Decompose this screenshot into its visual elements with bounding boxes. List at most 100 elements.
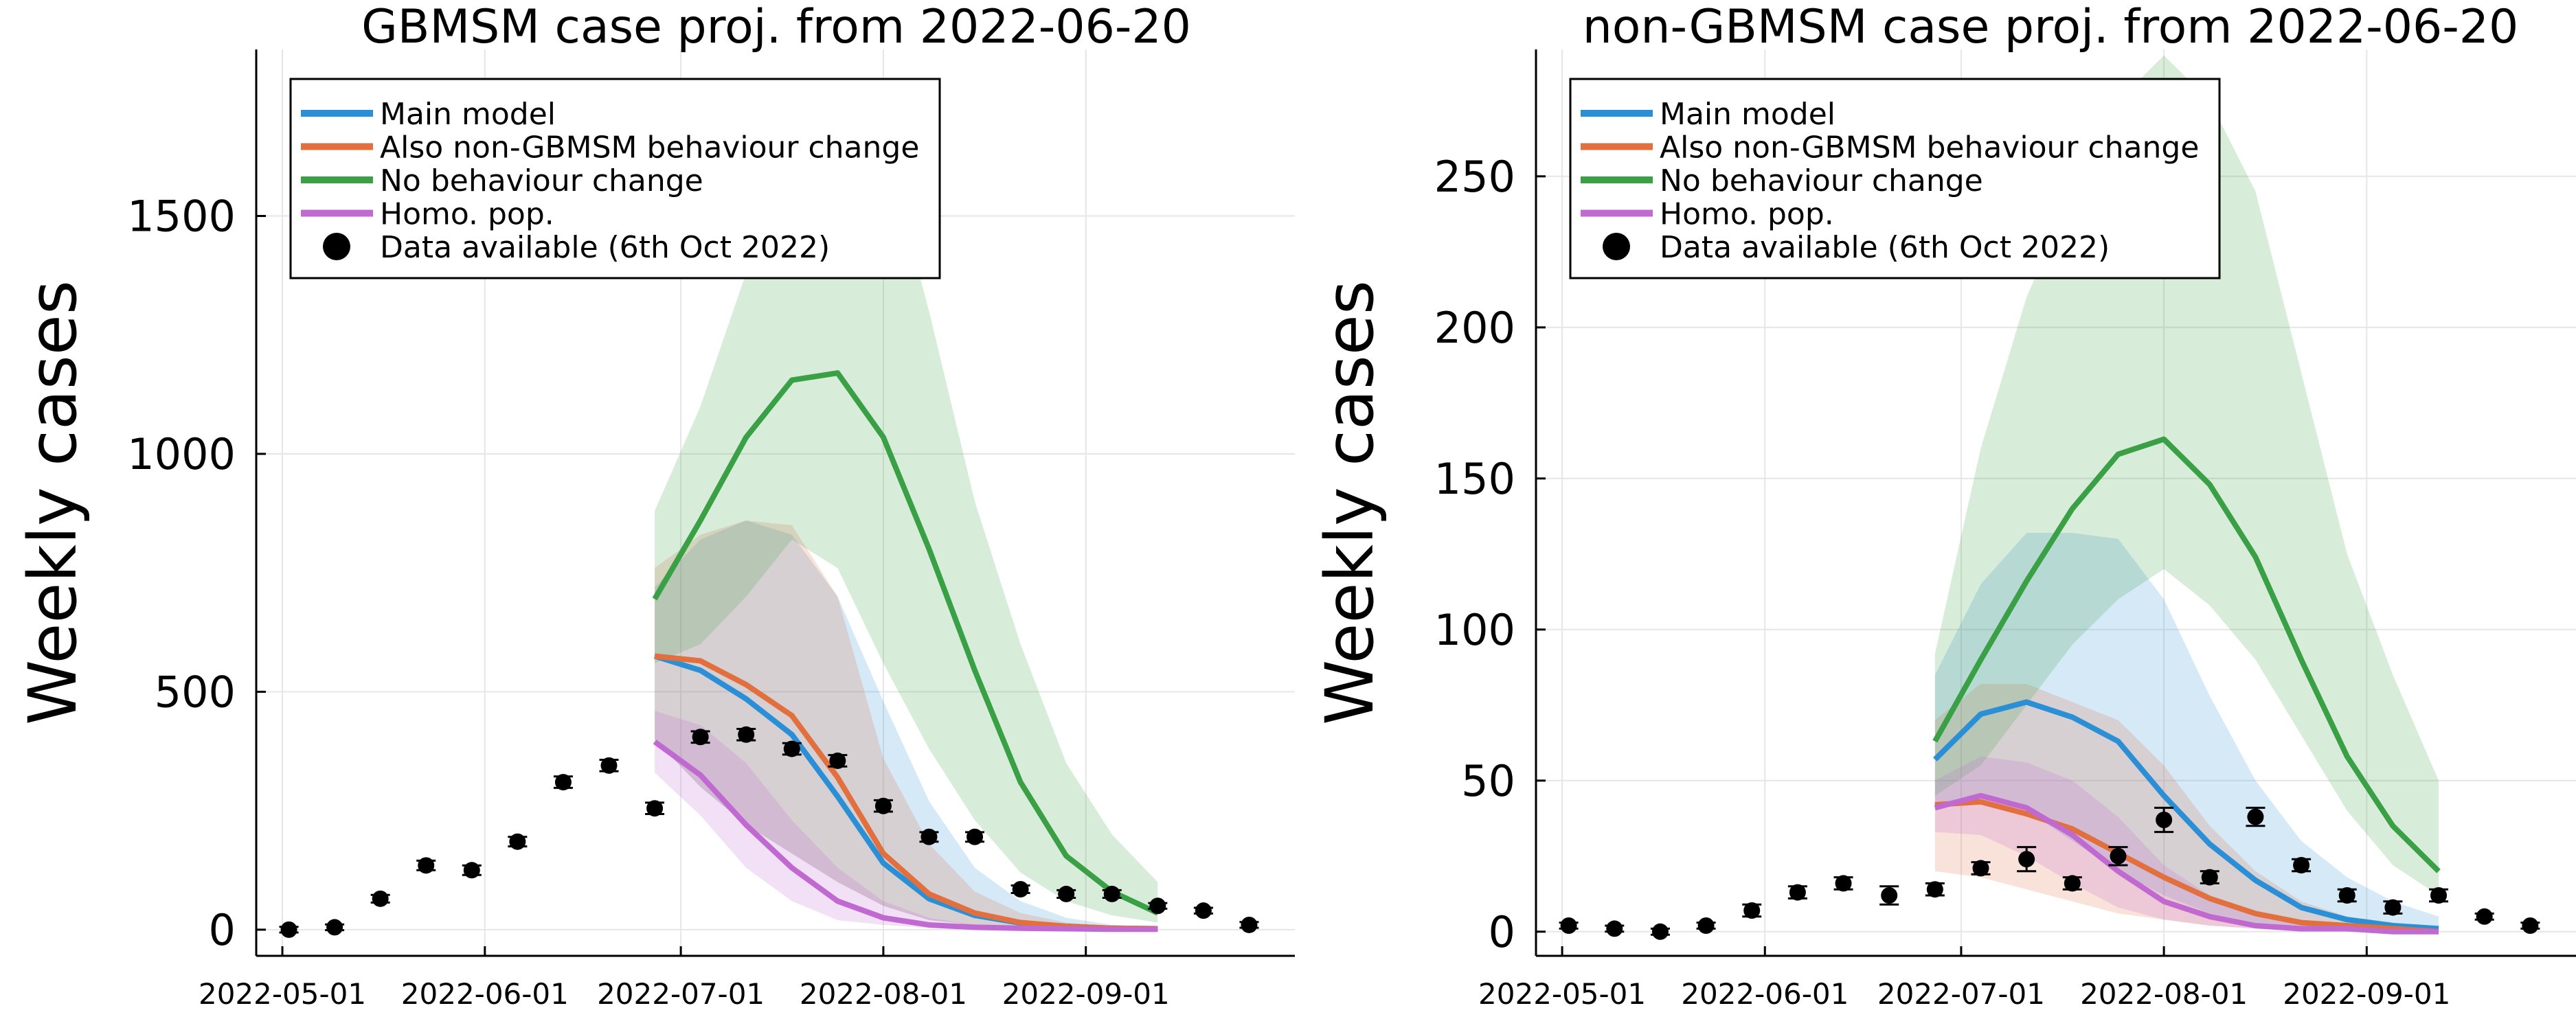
data-point	[509, 833, 526, 850]
data-point	[1926, 881, 1943, 898]
legend-label: Homo. pop.	[1660, 197, 1834, 232]
series-line-2	[1934, 799, 2439, 935]
y-tick-label: 50	[1461, 756, 1515, 806]
data-point	[692, 729, 709, 746]
data-point	[1789, 884, 1806, 901]
y-tick-label: 1000	[127, 429, 236, 479]
y-tick-label: 0	[209, 905, 236, 955]
ci-band-4	[655, 711, 1158, 930]
data-point	[2110, 847, 2127, 865]
legend-swatch-data	[323, 233, 350, 260]
x-tick-label: 2022-05-01	[199, 977, 366, 1011]
legend-label: No behaviour change	[380, 163, 703, 198]
data-point	[2201, 869, 2218, 886]
data-point	[1103, 885, 1120, 902]
legend-label: Main model	[1660, 97, 1835, 132]
ci-band-1	[655, 520, 1158, 930]
legend-label: No behaviour change	[1660, 163, 1983, 198]
data-point	[280, 921, 297, 938]
series-line-3	[1932, 436, 2441, 873]
data-point	[600, 757, 618, 774]
data-point	[1149, 897, 1166, 915]
ci-band-4	[1934, 756, 2439, 932]
data-point	[1743, 902, 1761, 919]
series-line-4	[1934, 792, 2439, 935]
data-point	[2293, 857, 2310, 873]
data-point	[2522, 917, 2539, 934]
x-tick-label: 2022-06-01	[401, 977, 569, 1011]
series-line-4	[653, 739, 1158, 932]
x-tick-label: 2022-07-01	[597, 977, 765, 1011]
chart-title: non-GBMSM case proj. from 2022-06-20	[1583, 0, 2519, 54]
legend-label: Data available (6th Oct 2022)	[1660, 230, 2110, 265]
data-point	[1651, 923, 1669, 940]
y-tick-label: 0	[1489, 907, 1515, 957]
data-point	[1012, 880, 1029, 897]
data-point	[326, 919, 343, 936]
data-point	[418, 857, 435, 874]
data-point	[1881, 887, 1898, 904]
data-point	[783, 740, 800, 757]
series-line-3	[652, 370, 1159, 916]
legend-box	[1569, 78, 2221, 279]
legend-label: Main model	[380, 97, 556, 132]
x-tick-label: 2022-09-01	[2283, 977, 2450, 1011]
data-point	[2064, 875, 2081, 892]
data-point	[2156, 812, 2173, 828]
ci-band-2	[655, 520, 1158, 930]
ci-band-1	[1934, 533, 2439, 932]
y-tick-label: 250	[1434, 152, 1515, 202]
legend-swatch-data	[1603, 233, 1630, 260]
x-tick-label: 2022-08-01	[2080, 977, 2248, 1011]
legend-label: Data available (6th Oct 2022)	[380, 230, 830, 265]
data-point	[2430, 887, 2448, 904]
y-axis-label: Weekly cases	[14, 280, 91, 725]
data-point	[1835, 875, 1852, 892]
ci-band-2	[1934, 684, 2439, 932]
data-point	[738, 726, 755, 743]
legend-label: Also non-GBMSM behaviour change	[1660, 130, 2199, 165]
data-point	[372, 890, 389, 907]
data-point	[2247, 808, 2264, 825]
legend-box	[289, 78, 941, 279]
ci-band-3	[655, 92, 1158, 923]
legend-label: Homo. pop.	[380, 197, 554, 232]
y-tick-label: 200	[1434, 303, 1515, 353]
data-point	[2384, 899, 2402, 916]
data-point	[463, 862, 480, 879]
data-point	[2476, 908, 2493, 925]
data-point	[554, 774, 572, 791]
data-point	[646, 800, 664, 817]
data-point	[1058, 885, 1075, 902]
data-point	[1241, 916, 1258, 933]
data-point	[2018, 851, 2035, 868]
data-point	[967, 828, 984, 845]
chart-panel-1: 0 500 1000 1500 2022-05-01 2022-06-01 2022-07-…	[14, 0, 1295, 1011]
chart-title: GBMSM case proj. from 2022-06-20	[361, 0, 1191, 54]
data-point	[920, 828, 938, 845]
data-point	[874, 797, 892, 814]
x-tick-label: 2022-08-01	[800, 977, 967, 1011]
data-point	[829, 752, 846, 769]
x-tick-label: 2022-05-01	[1478, 977, 1646, 1011]
y-tick-label: 1500	[127, 192, 236, 242]
data-point	[1195, 902, 1212, 919]
x-tick-label: 2022-09-01	[1002, 977, 1170, 1011]
data-point	[1972, 860, 1989, 877]
data-point	[2338, 887, 2355, 904]
y-tick-label: 100	[1434, 605, 1515, 655]
y-tick-label: 500	[155, 667, 236, 717]
legend-label: Also non-GBMSM behaviour change	[380, 130, 919, 165]
y-axis-label: Weekly cases	[1311, 280, 1388, 725]
y-tick-label: 150	[1434, 454, 1515, 504]
x-tick-label: 2022-07-01	[1877, 977, 2045, 1011]
x-tick-label: 2022-06-01	[1681, 977, 1849, 1011]
data-point	[1606, 920, 1623, 937]
series-line-1	[1933, 699, 2439, 932]
data-point	[1560, 917, 1577, 934]
data-point	[1697, 917, 1715, 934]
chart-panel-2: 0 50 100 150 200 250 2022-05-01 2022-06-01 2022-…	[1311, 0, 2576, 1011]
